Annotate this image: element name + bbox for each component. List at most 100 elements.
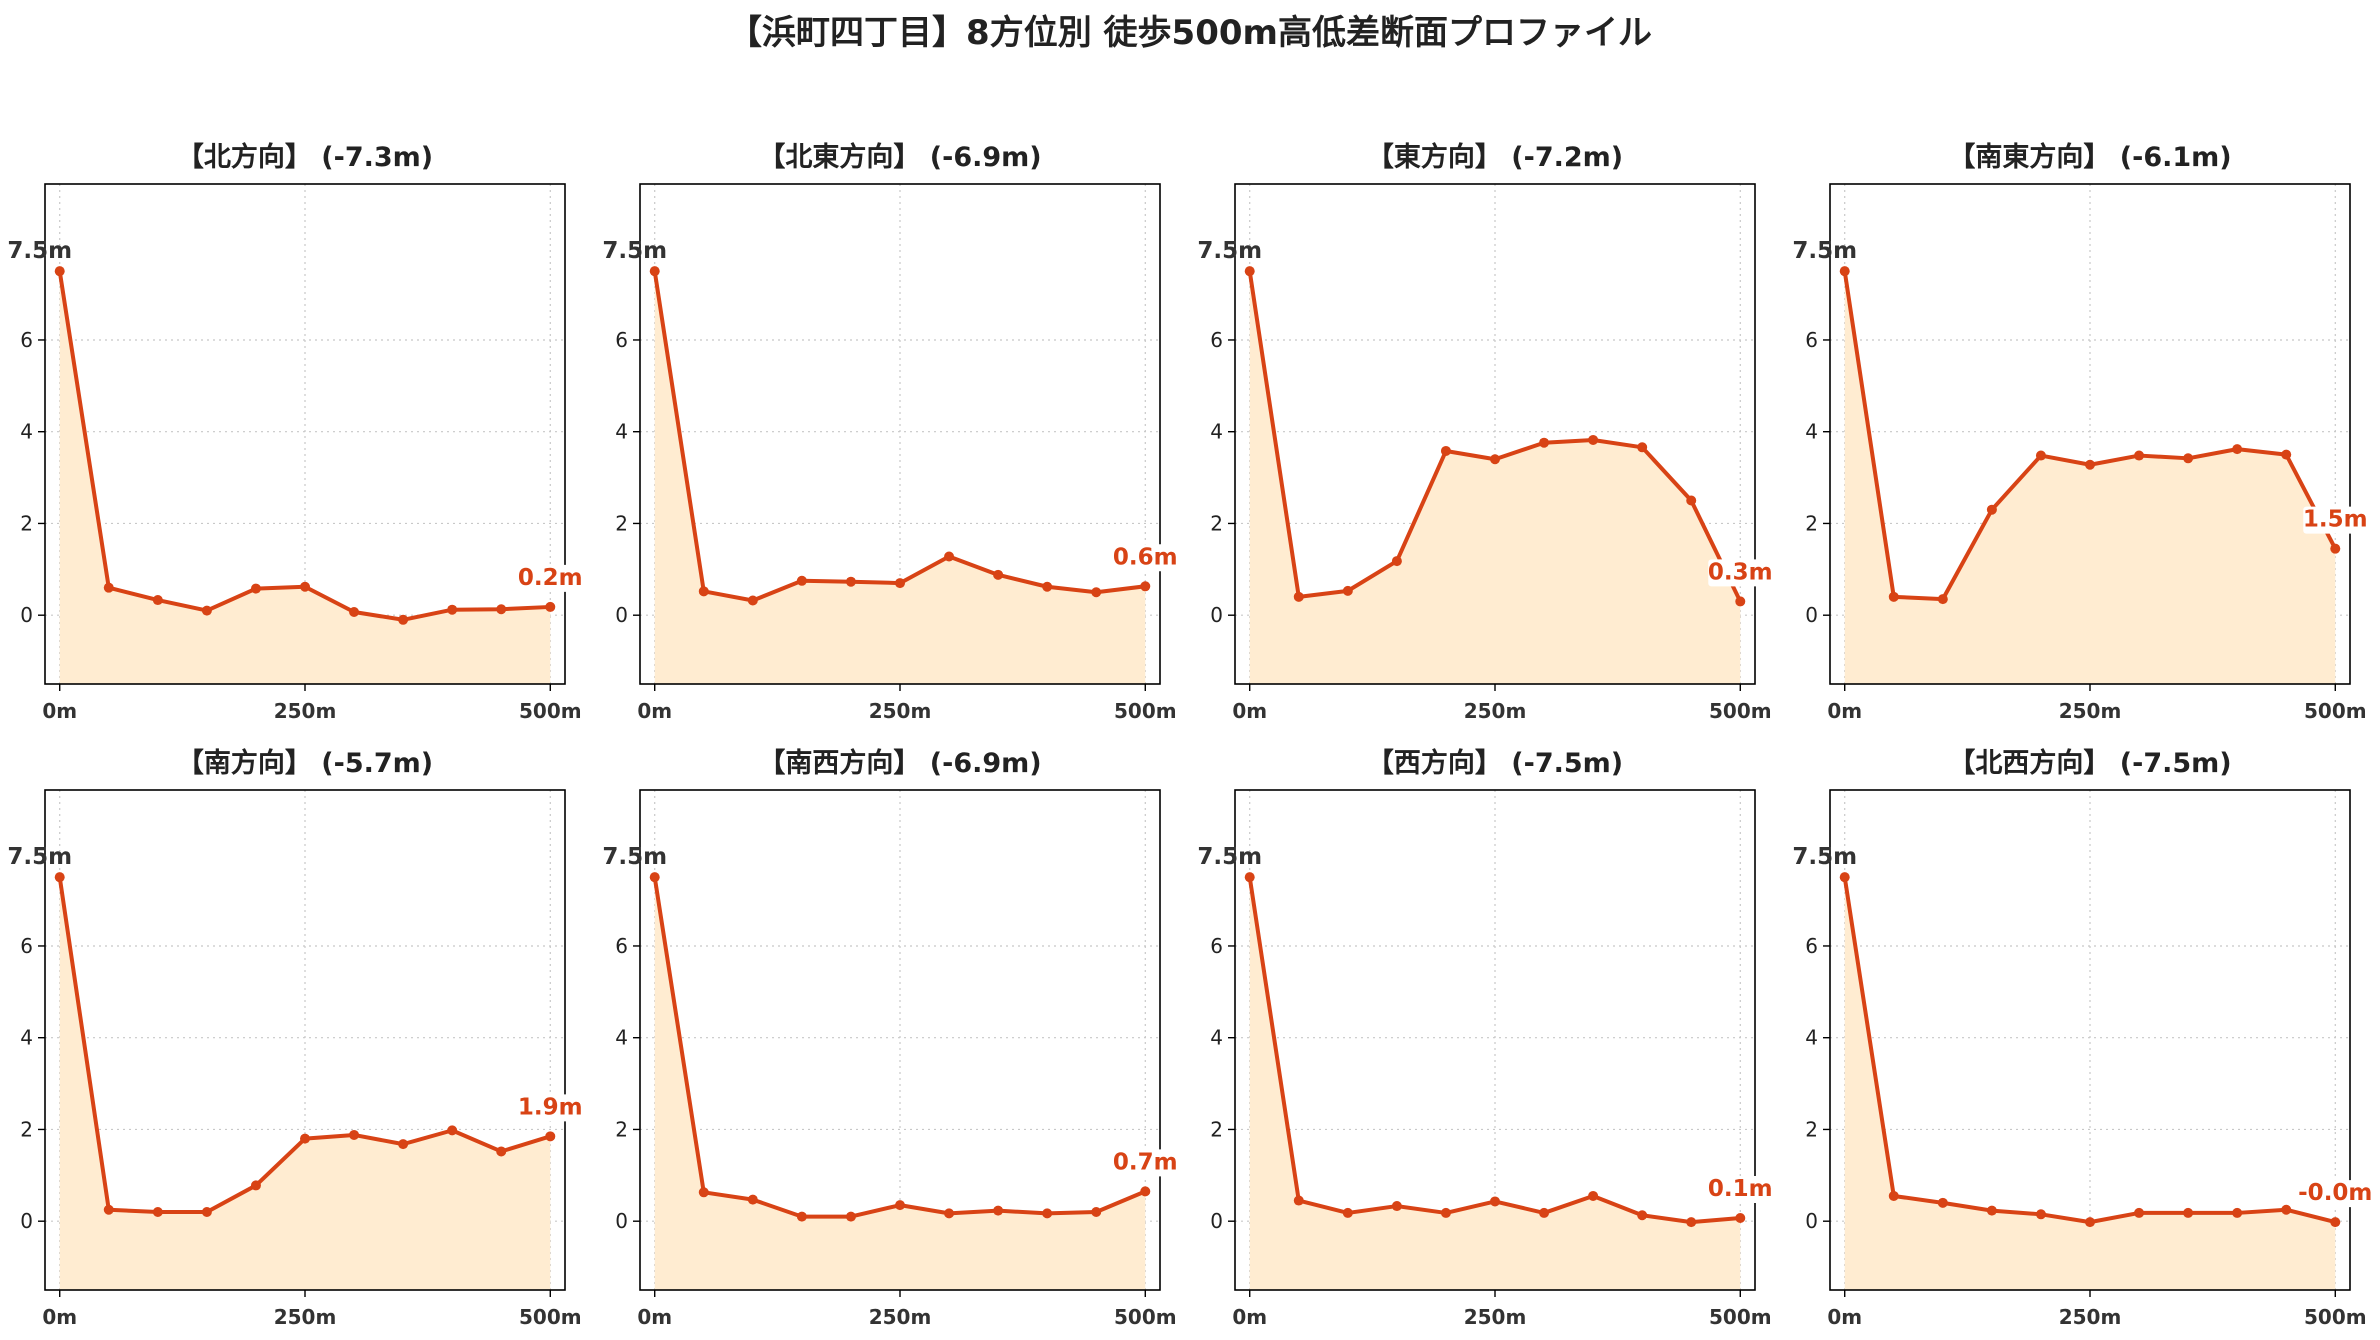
data-point — [1140, 1186, 1151, 1197]
data-point — [895, 1200, 905, 1211]
panel-title: 【北西方向】 (-7.5m) — [1948, 747, 2231, 779]
profile-panel: 【北東方向】 (-6.9m) 0 2 4 6 0m 250m 500m 7.5m 0.6m — [602, 141, 1177, 723]
y-tick-label: 6 — [615, 934, 628, 958]
data-point — [1244, 872, 1255, 883]
data-point — [1091, 587, 1102, 598]
profile-panel: 【東方向】 (-7.2m) 0 2 4 6 0m 250m 500m 7.5m 0.3m — [1197, 141, 1772, 723]
data-point — [300, 1133, 310, 1144]
panel-title: 【南西方向】 (-6.9m) — [758, 747, 1041, 779]
y-tick-label: 2 — [20, 1117, 33, 1141]
data-point — [398, 1139, 409, 1150]
data-point — [845, 1211, 856, 1222]
y-tick-label: 6 — [1210, 328, 1223, 352]
x-tick-label: 0m — [637, 1305, 672, 1329]
data-point — [1440, 1207, 1451, 1218]
area-fill — [1844, 271, 2336, 684]
data-point — [993, 569, 1004, 580]
end-label-background — [1708, 559, 1773, 587]
data-point — [1391, 1201, 1402, 1212]
data-point — [1686, 1217, 1697, 1228]
data-point — [1686, 495, 1697, 506]
profile-panel: 【北方向】 (-7.3m) 0 2 4 6 0m 250m 500m 7.5m 0.2m — [7, 141, 582, 723]
end-label-background — [1113, 544, 1178, 572]
data-point — [201, 605, 212, 616]
area-fill — [59, 877, 551, 1290]
data-point — [1293, 1195, 1304, 1206]
data-point — [2035, 450, 2046, 461]
data-point — [1490, 454, 1500, 465]
data-point — [2085, 1217, 2095, 1228]
y-tick-label: 0 — [615, 603, 628, 627]
data-point — [545, 1131, 556, 1142]
y-tick-label: 0 — [20, 1209, 33, 1233]
y-tick-label: 6 — [1805, 328, 1818, 352]
end-label-background — [2303, 506, 2368, 534]
x-tick-label: 250m — [869, 1305, 932, 1329]
data-point — [250, 583, 261, 594]
x-tick-label: 0m — [42, 1305, 77, 1329]
data-point — [1391, 556, 1402, 567]
data-point — [845, 576, 856, 587]
y-tick-label: 4 — [615, 420, 628, 444]
data-point — [349, 606, 360, 617]
start-elevation-label: 7.5m — [1197, 238, 1262, 264]
data-point — [54, 872, 65, 883]
data-point — [1888, 591, 1899, 602]
profile-panel: 【南方向】 (-5.7m) 0 2 4 6 0m 250m 500m 7.5m 1.9m — [7, 747, 582, 1329]
y-tick-label: 0 — [1805, 603, 1818, 627]
x-tick-label: 250m — [869, 699, 932, 723]
start-elevation-label: 7.5m — [7, 238, 72, 264]
data-point — [201, 1207, 212, 1218]
y-tick-label: 4 — [615, 1026, 628, 1050]
data-point — [103, 582, 114, 593]
data-point — [1042, 1208, 1053, 1219]
x-tick-label: 500m — [519, 1305, 582, 1329]
y-tick-label: 2 — [615, 1117, 628, 1141]
end-elevation-label: 1.9m — [518, 1094, 583, 1120]
x-tick-label: 500m — [1709, 1305, 1772, 1329]
y-tick-label: 6 — [20, 328, 33, 352]
data-point — [152, 1207, 163, 1218]
y-tick-label: 6 — [1805, 934, 1818, 958]
data-point — [1839, 872, 1850, 883]
x-tick-label: 0m — [1827, 1305, 1862, 1329]
data-point — [2330, 543, 2341, 554]
y-tick-label: 0 — [1210, 1209, 1223, 1233]
data-point — [1588, 434, 1599, 445]
data-point — [993, 1205, 1004, 1216]
area-fill — [1844, 877, 2336, 1290]
x-tick-label: 0m — [1827, 699, 1862, 723]
data-point — [1735, 596, 1746, 607]
profile-panel: 【西方向】 (-7.5m) 0 2 4 6 0m 250m 500m 7.5m 0.1m — [1197, 747, 1772, 1329]
y-tick-label: 2 — [1210, 1117, 1223, 1141]
data-point — [944, 551, 955, 562]
panel-title: 【西方向】 (-7.5m) — [1367, 747, 1623, 779]
y-tick-label: 0 — [1210, 603, 1223, 627]
data-point — [698, 1187, 709, 1198]
end-label-background — [518, 564, 583, 592]
data-point — [1440, 445, 1451, 456]
x-tick-label: 0m — [1232, 699, 1267, 723]
data-point — [2232, 444, 2243, 455]
x-tick-label: 500m — [2304, 1305, 2367, 1329]
y-tick-label: 0 — [20, 603, 33, 627]
data-point — [1490, 1196, 1500, 1207]
end-elevation-label: 0.3m — [1708, 559, 1773, 585]
end-label-background — [1708, 1175, 1773, 1203]
data-point — [2281, 449, 2292, 460]
y-tick-label: 0 — [615, 1209, 628, 1233]
x-tick-label: 250m — [2059, 1305, 2122, 1329]
data-point — [1539, 437, 1550, 448]
profile-panel: 【南西方向】 (-6.9m) 0 2 4 6 0m 250m 500m 7.5m 0.7m — [602, 747, 1177, 1329]
x-tick-label: 250m — [1464, 699, 1527, 723]
data-point — [250, 1180, 261, 1191]
panel-title: 【南東方向】 (-6.1m) — [1948, 141, 2231, 173]
data-point — [54, 266, 65, 277]
x-tick-label: 500m — [1114, 1305, 1177, 1329]
area-fill — [59, 271, 551, 684]
data-point — [1637, 1210, 1648, 1221]
data-point — [1140, 581, 1151, 592]
data-point — [649, 266, 660, 277]
y-tick-label: 2 — [615, 511, 628, 535]
